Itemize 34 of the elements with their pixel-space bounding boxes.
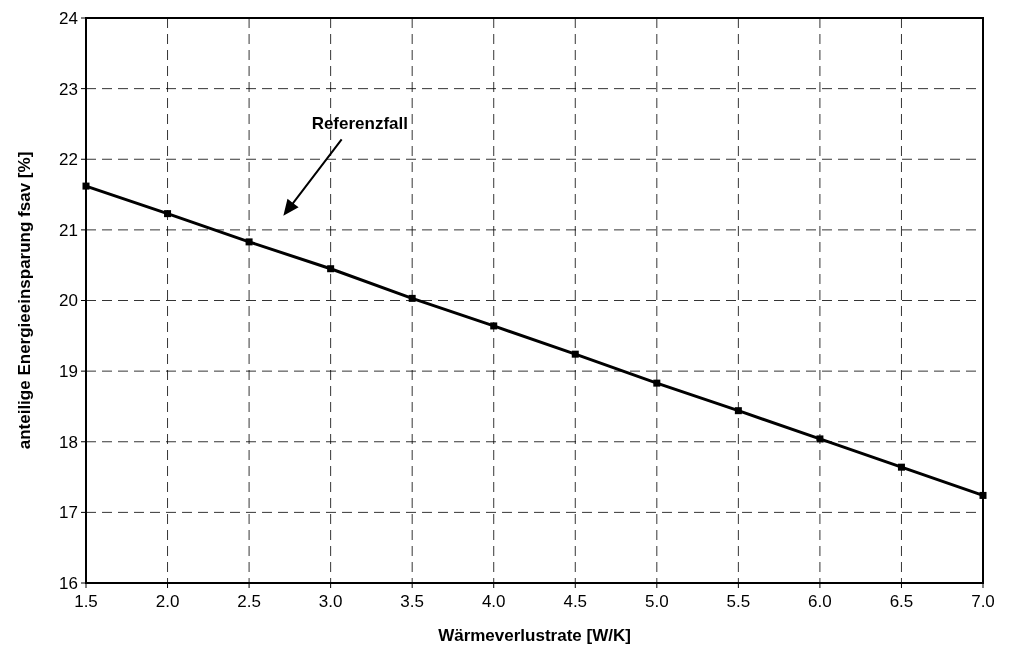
- y-tick-label: 20: [59, 291, 78, 311]
- x-tick-label: 4.0: [481, 592, 506, 611]
- x-tick-label: 5.0: [645, 592, 669, 611]
- y-tick-label: 18: [59, 432, 78, 452]
- point: [897, 463, 905, 471]
- y-tick-label: 16: [59, 573, 78, 593]
- y-tick-label: 17: [59, 503, 78, 523]
- x-tick-label: 5.5: [726, 592, 751, 611]
- x-tick-label: 3.5: [400, 592, 424, 611]
- x-tick-label: 1.5: [74, 592, 98, 611]
- x-tick-label: 6.5: [889, 592, 914, 611]
- x-axis-title: Wärmeverlustrate [W/K]: [438, 626, 631, 645]
- x-tick-label: 6.0: [808, 592, 832, 611]
- x-tick-label: 3.0: [318, 592, 343, 611]
- point: [734, 407, 742, 415]
- point: [245, 238, 253, 246]
- annotation: Referenzfall: [311, 114, 409, 134]
- x-tick-label: 4.5: [563, 592, 588, 611]
- point: [816, 435, 824, 443]
- point: [408, 294, 416, 302]
- x-tick-label: 7.0: [971, 592, 995, 611]
- y-axis-title: anteilige Energieeinsparung fsav [%]: [15, 151, 34, 450]
- y-tick-label: 19: [59, 362, 78, 382]
- y-tick-label: 23: [59, 79, 78, 99]
- point: [490, 322, 498, 330]
- y-tick-label: 24: [59, 8, 78, 28]
- point: [653, 379, 661, 387]
- y-tick-label: 22: [59, 150, 78, 170]
- x-tick-label: 2.0: [155, 592, 180, 611]
- point: [571, 350, 579, 358]
- y-tick-label: 21: [59, 220, 78, 240]
- point: [327, 265, 335, 273]
- x-tick-label: 2.5: [237, 592, 261, 611]
- point: [164, 210, 172, 218]
